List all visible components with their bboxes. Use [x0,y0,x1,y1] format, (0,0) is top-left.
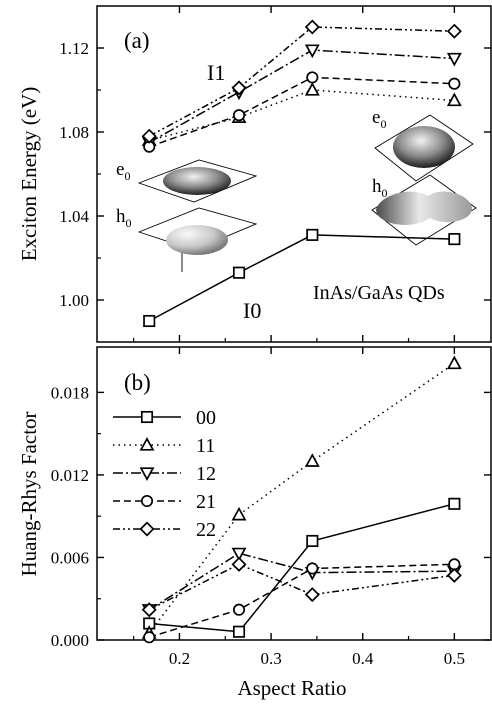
series-line-00-a [148,234,455,322]
series-line-11-a [149,89,455,142]
x-tick-label: 0.2 [169,649,190,668]
inset-right: e0 h0 [371,107,477,246]
data-point-21-b [232,603,246,616]
series-line-22-b [148,563,455,611]
series-line-22-a [148,26,455,137]
y-tick-label-a: 1.00 [59,291,89,310]
inset-left-e-surface [163,167,231,195]
data-point-22-b [141,602,157,618]
legend-label-22: 22 [196,519,216,541]
data-point-12-a [446,52,462,67]
data-point-21-a [448,77,461,90]
data-point-00-b [232,625,246,638]
inset-left: e0 h0 [116,159,258,272]
material-label: InAs/GaAs QDs [313,282,445,304]
data-point-21-a [232,109,246,122]
y-tick-label-a: 1.04 [59,207,89,226]
data-point-22-b [231,556,247,572]
data-point-11-a [446,92,462,107]
y-tick-label-a: 1.08 [59,123,89,142]
panel-a-ticks: 1.00 1.04 1.08 1.12 [59,6,491,342]
legend-marker-11 [139,437,155,451]
y-axis-label-b: Huang-Rhys Factor [17,411,41,576]
data-point-12-b [231,547,247,562]
inset-right-e-plane [374,114,474,182]
legend-marker-00 [140,410,154,424]
data-point-00-a [232,266,246,279]
series-line-00-b [149,503,455,633]
inset-left-h-label: h0 [116,206,132,230]
data-point-11-b [304,453,320,467]
data-point-22-a [304,19,320,35]
legend-marker-12 [139,467,155,481]
series-line-21-b [148,563,455,638]
panel-a-series [141,19,462,328]
panel-b-ticks: 0.000 0.006 0.012 0.018 0.2 0.3 0.4 0.5 [51,347,491,668]
data-point-22-b [304,587,320,603]
x-tick-label: 0.3 [260,649,281,668]
y-axis-label-a: Exciton Energy (eV) [17,87,41,262]
x-axis-label: Aspect Ratio [237,676,346,700]
data-point-22-a [446,23,462,39]
legend: 00 11 12 21 22 [113,407,216,541]
y-tick-label-b: 0.006 [51,548,89,567]
series-line-21-a [148,76,455,148]
data-point-22-b [446,567,462,583]
y-tick-label-b: 0.000 [51,631,89,650]
data-point-11-b [231,506,247,521]
data-point-22-a [231,80,247,96]
series-line-11-b [148,362,455,634]
y-tick-label-b: 0.018 [51,383,89,402]
panel-b-series [141,355,462,644]
inset-right-e-label: e0 [372,107,386,131]
series-line-12-a [148,49,455,144]
y-tick-label-a: 1.12 [59,39,89,58]
inset-right-h-surface [376,191,472,225]
panel-b-frame [96,346,492,641]
panel-b-label: (b) [124,370,151,395]
x-tick-label: 0.5 [444,649,465,668]
data-point-00-a [306,228,319,241]
data-point-21-b [306,562,319,575]
data-point-11-b [446,355,462,370]
panel-a-label: (a) [124,28,150,53]
series-line-12-b [148,552,455,611]
inset-left-e-plane [137,159,258,203]
legend-label-21: 21 [196,491,216,513]
x-tick-label: 0.4 [352,649,374,668]
legend-label-11: 11 [196,435,215,457]
legend-marker-21 [140,494,154,508]
inset-left-h-surface [166,225,228,255]
inset-right-h-plane [371,174,477,246]
legend-label-00: 00 [196,407,216,429]
data-point-22-a [141,128,157,144]
group-label-i0: I0 [243,298,261,323]
group-label-i1: I1 [207,60,225,85]
data-point-00-b [306,534,319,548]
inset-right-h-label: h0 [372,176,388,200]
legend-label-12: 12 [196,463,216,485]
data-point-12-a [304,44,320,59]
data-point-00-a [143,314,156,328]
data-point-00-b [448,497,461,510]
legend-marker-22 [139,521,155,537]
inset-left-e-label: e0 [116,159,130,183]
inset-right-e-surface [393,126,455,168]
data-point-00-a [448,233,461,246]
y-tick-label-b: 0.012 [51,466,89,485]
data-point-21-a [306,71,319,84]
data-point-11-a [304,82,320,96]
data-point-21-b [143,631,156,644]
